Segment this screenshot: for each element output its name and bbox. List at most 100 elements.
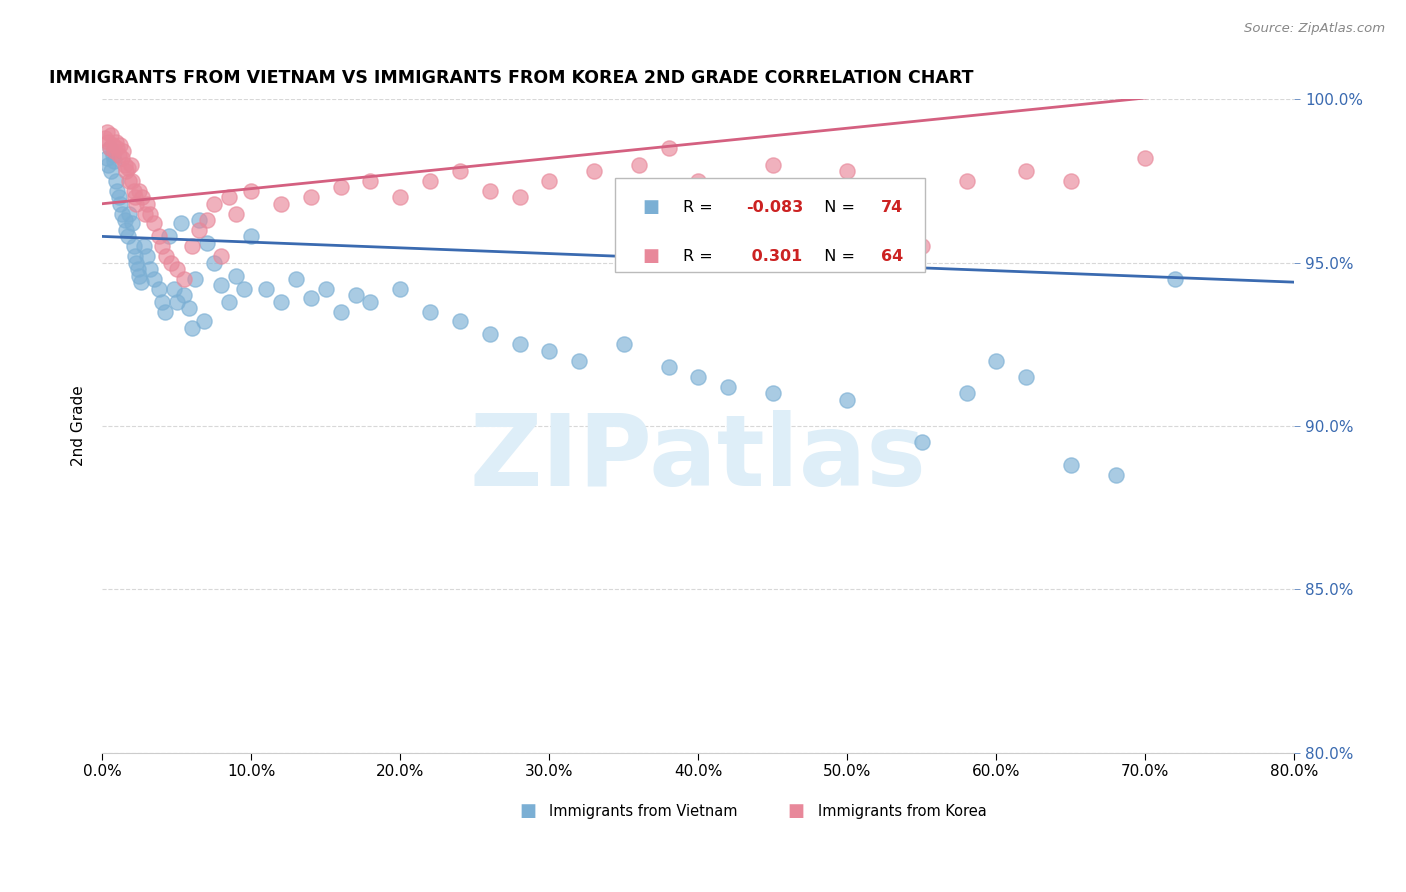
Text: ZIPatlas: ZIPatlas (470, 410, 927, 507)
Point (104, 135, 127, 149)
Point (1015, 164, 1038, 178)
Point (150, 239, 173, 253)
Point (132, 239, 155, 253)
Text: Source: ZipAtlas.com: Source: ZipAtlas.com (1244, 22, 1385, 36)
Point (193, 314, 215, 328)
Point (163, 282, 186, 296)
Point (131, 190, 153, 204)
Point (627, 157, 650, 171)
Point (148, 282, 170, 296)
Point (218, 294, 240, 309)
Text: IMMIGRANTS FROM VIETNAM VS IMMIGRANTS FROM KOREA 2ND GRADE CORRELATION CHART: IMMIGRANTS FROM VIETNAM VS IMMIGRANTS FR… (49, 69, 973, 87)
Point (837, 164, 859, 178)
Point (103, 154, 125, 169)
Point (134, 206, 156, 220)
Point (955, 174, 977, 188)
Point (202, 196, 225, 211)
Point (143, 216, 166, 230)
Text: ■: ■ (787, 803, 804, 821)
Point (128, 268, 150, 283)
Point (135, 196, 157, 211)
Point (359, 294, 381, 309)
Text: ■: ■ (643, 198, 659, 216)
Point (139, 206, 162, 220)
Point (104, 174, 127, 188)
Point (538, 343, 561, 358)
Point (120, 157, 142, 171)
Point (911, 239, 934, 253)
Point (98, 141, 121, 155)
Point (107, 190, 129, 204)
Point (96, 125, 118, 139)
Point (112, 145, 135, 159)
Point (127, 262, 149, 277)
Point (159, 255, 181, 269)
Point (359, 174, 381, 188)
Point (118, 206, 141, 220)
Point (254, 282, 277, 296)
Point (122, 184, 145, 198)
Point (218, 190, 240, 204)
Point (419, 174, 441, 188)
Point (166, 294, 188, 309)
Point (183, 272, 205, 286)
Text: N =: N = (814, 200, 860, 214)
Point (166, 262, 188, 277)
Point (329, 304, 352, 318)
Point (344, 288, 367, 302)
Point (122, 239, 145, 253)
Point (188, 213, 211, 227)
Point (688, 174, 710, 188)
Point (1104, 467, 1126, 482)
Point (110, 206, 132, 220)
Point (762, 386, 785, 401)
Point (613, 337, 636, 351)
Point (125, 196, 148, 211)
Point (1135, 151, 1157, 165)
Point (538, 174, 561, 188)
Point (128, 184, 150, 198)
Point (124, 190, 146, 204)
Point (195, 213, 218, 227)
Point (114, 157, 136, 171)
Text: 74: 74 (880, 200, 903, 214)
Text: ■: ■ (519, 803, 537, 821)
Point (299, 292, 322, 306)
Point (955, 386, 977, 401)
Point (657, 360, 679, 375)
Point (240, 229, 263, 244)
Point (108, 137, 131, 152)
FancyBboxPatch shape (614, 178, 925, 272)
Point (177, 301, 200, 316)
Point (188, 223, 211, 237)
Point (110, 151, 132, 165)
Point (986, 353, 1008, 368)
Point (1060, 458, 1083, 472)
Point (101, 147, 124, 161)
Text: 0.301: 0.301 (747, 249, 803, 263)
Point (121, 174, 143, 188)
Point (105, 184, 128, 198)
Point (180, 321, 202, 335)
Point (135, 249, 157, 263)
Point (97, 157, 120, 171)
Point (148, 229, 170, 244)
Point (329, 180, 352, 194)
Point (155, 249, 177, 263)
Point (173, 288, 195, 302)
Text: R =: R = (683, 249, 717, 263)
Point (389, 282, 412, 296)
Point (1164, 272, 1187, 286)
Point (121, 216, 143, 230)
Point (98, 141, 121, 155)
Point (240, 184, 263, 198)
Point (94, 131, 117, 145)
Point (270, 294, 292, 309)
Text: ■: ■ (643, 247, 659, 265)
Point (568, 353, 591, 368)
Point (115, 223, 138, 237)
Point (389, 190, 412, 204)
Text: -0.083: -0.083 (747, 200, 803, 214)
Point (129, 275, 152, 289)
Point (1015, 370, 1038, 384)
